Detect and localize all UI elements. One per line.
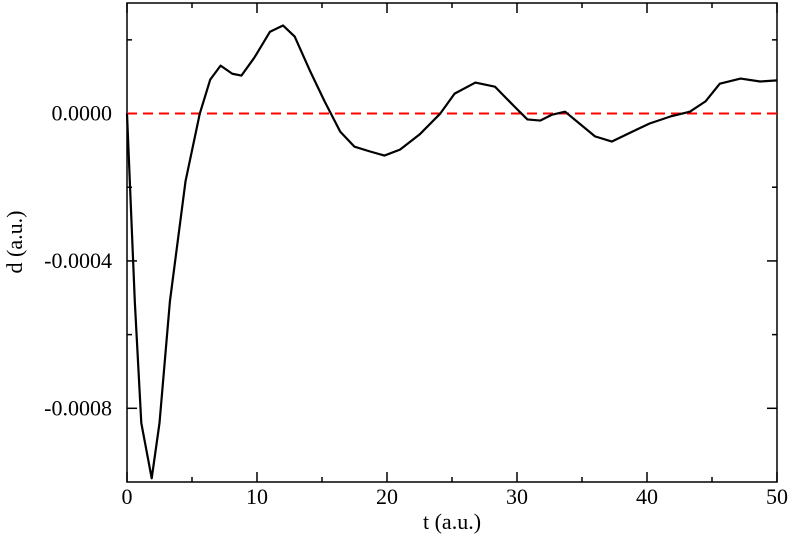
plot-frame [126, 2, 778, 483]
y-tick-label: -0.0008 [44, 395, 112, 420]
x-axis-label: t (a.u.) [423, 509, 481, 534]
x-tick-label: 20 [376, 484, 398, 509]
x-tick-label: 50 [766, 484, 788, 509]
data-line [125, 24, 778, 480]
x-tick-label: 40 [636, 484, 658, 509]
x-tick-label: 10 [246, 484, 268, 509]
y-tick-label: 0.0000 [52, 101, 113, 126]
y-axis-label: d (a.u.) [2, 211, 27, 274]
x-tick-label: 30 [506, 484, 528, 509]
y-tick-label: -0.0004 [44, 248, 112, 273]
x-tick-label: 0 [122, 484, 133, 509]
